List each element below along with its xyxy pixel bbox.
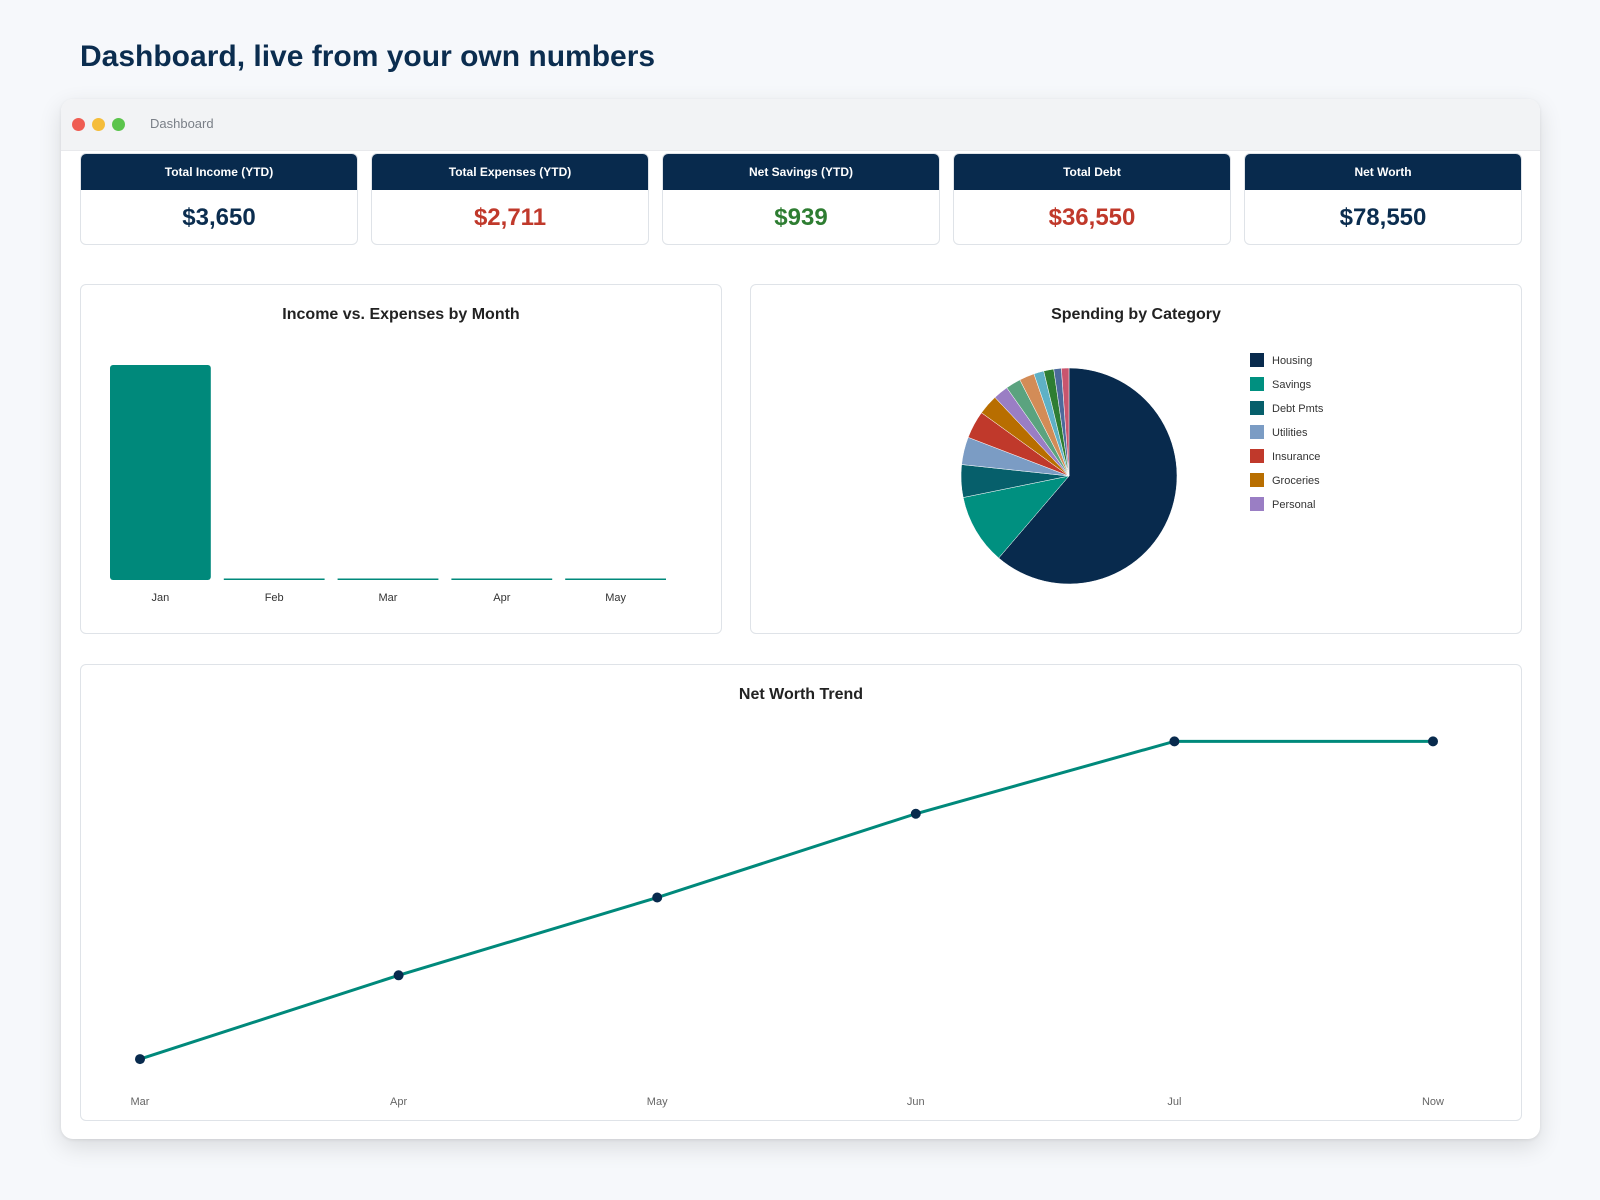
line-x-tick-label: May [647,1096,668,1108]
dashboard-window: Dashboard Total Income (YTD) $3,650 Tota… [61,99,1540,1139]
bar-mar [337,578,439,580]
bar-x-tick-label: Apr [493,592,510,604]
legend-swatch [1250,449,1264,463]
pie-slice-savings [962,475,1070,559]
net-worth-point-may [652,892,663,903]
legend-swatch [1250,377,1264,391]
bar-chart-panel: Income vs. Expenses by Month Jan Feb Mar Ap… [80,284,722,634]
line-chart: Mar Apr May Jun Jul Now [131,736,1444,1108]
line-chart-title: Net Worth Trend [738,686,864,703]
bar-may [565,578,666,580]
line-x-tick-label: Mar [131,1096,150,1108]
kpi-label: Total Debt [954,154,1230,190]
net-worth-point-apr [393,970,404,981]
bar-x-tick-label: May [605,592,626,604]
net-worth-point-mar [135,1054,145,1065]
bar-x-tick-label: Feb [265,592,284,604]
kpi-card-total-expenses: Total Expenses (YTD) $2,711 [371,153,649,245]
page-headline: Dashboard, live from your own numbers [80,40,656,73]
kpi-label: Total Income (YTD) [81,154,357,190]
line-x-tick-label: Jun [907,1096,925,1108]
kpi-label: Net Worth [1245,154,1521,190]
kpi-card-total-debt: Total Debt $36,550 [953,153,1231,245]
bar-jan [110,365,211,580]
net-worth-point-now [1428,736,1438,747]
kpi-value: $3,650 [182,204,256,231]
bar-feb [223,578,325,580]
legend-label: Groceries [1272,475,1320,487]
net-worth-point-jun [910,808,921,819]
bar-apr [451,578,553,580]
maximize-window-button[interactable] [112,118,125,131]
bar-x-tick-label: Mar [379,592,398,604]
kpi-card-total-income: Total Income (YTD) $3,650 [80,153,358,245]
kpi-value: $78,550 [1339,204,1427,231]
kpi-label: Net Savings (YTD) [663,154,939,190]
legend-label: Personal [1272,499,1315,511]
legend-swatch [1250,473,1264,487]
bar-chart: Jan Feb Mar Apr May [110,365,666,604]
window-title: Dashboard [150,116,214,131]
kpi-label: Total Expenses (YTD) [372,154,648,190]
line-chart-panel: Net Worth Trend Mar Apr May Jun Jul Now [80,664,1522,1121]
pie-chart-panel: Spending by Category Housing Savings Debt … [750,284,1522,634]
pie-chart-title: Spending by Category [1051,306,1221,323]
bar-chart-title: Income vs. Expenses by Month [282,306,520,323]
window-titlebar: Dashboard [61,99,1540,151]
legend-swatch [1250,425,1264,439]
legend-label: Savings [1272,379,1312,391]
pie-chart: Housing Savings Debt Pmts Utilities Insuranc… [960,353,1324,585]
legend-swatch [1250,353,1264,367]
bar-x-tick-label: Jan [152,592,170,604]
kpi-card-net-worth: Net Worth $78,550 [1244,153,1522,245]
legend-swatch [1250,401,1264,415]
legend-label: Utilities [1272,427,1308,439]
line-x-tick-label: Apr [390,1096,407,1108]
kpi-value: $2,711 [473,204,547,231]
legend-label: Housing [1272,355,1312,367]
legend-swatch [1250,497,1264,511]
legend-label: Debt Pmts [1272,403,1324,415]
minimize-window-button[interactable] [92,118,105,131]
kpi-value: $939 [774,204,828,231]
net-worth-point-jul [1169,736,1180,747]
pie-slice-housing [998,367,1178,585]
line-x-tick-label: Now [1422,1096,1444,1108]
kpi-card-net-savings: Net Savings (YTD) $939 [662,153,940,245]
line-x-tick-label: Jul [1167,1096,1181,1108]
legend-label: Insurance [1272,451,1320,463]
net-worth-line [139,739,1433,1061]
kpi-value: $36,550 [1048,204,1136,231]
pie-slice [1061,367,1070,477]
close-window-button[interactable] [72,118,85,131]
